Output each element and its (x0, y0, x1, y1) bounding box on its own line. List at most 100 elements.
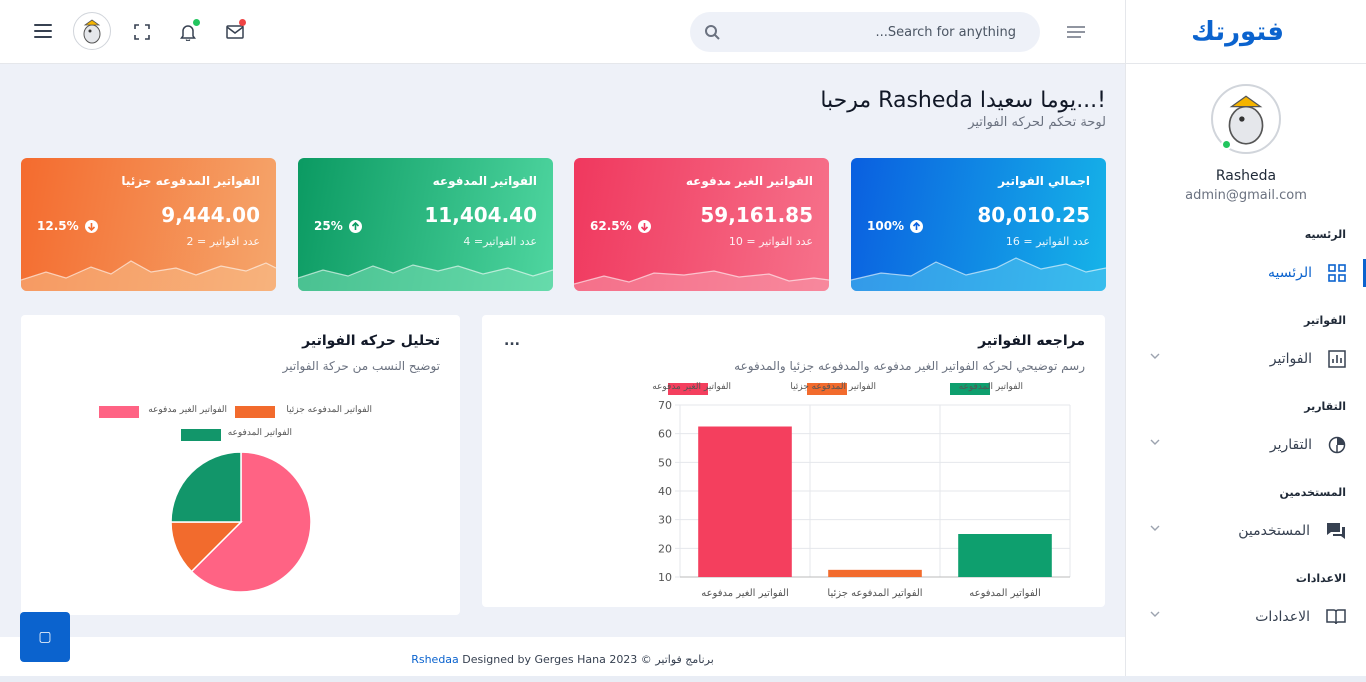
panel-title: تحليل حركه الفواتير (302, 333, 440, 349)
arrow-up-icon (913, 221, 921, 230)
sparkline-wave (851, 257, 1106, 291)
pie-slice[interactable] (190, 451, 312, 593)
stat-card-count: عدد الفواتير= 4 (463, 235, 537, 248)
footer-text: Designed by Gerges Hana 2023 © برنامج فو… (462, 653, 714, 666)
sidebar-section-settings: الاعدادات الاعدادات (1126, 572, 1366, 637)
stat-card-title: الفواتير المدفوعه جزئيا (121, 174, 260, 188)
x-tick-label: الفواتير المدفوعه جزئيا (827, 588, 922, 599)
avatar[interactable] (73, 12, 111, 50)
y-tick-label: 50 (658, 456, 672, 469)
sidebar-item-label: الاعدادات (1255, 609, 1310, 625)
bell-icon[interactable] (180, 23, 196, 41)
bar[interactable] (828, 569, 922, 577)
bar-chart: 10 20 30 40 50 60 70 الفواتير الغير مدفوعه الفوا… (658, 383, 1071, 599)
sidebar-item-reports[interactable]: التقارير (1126, 425, 1366, 465)
search-icon (705, 25, 720, 40)
legend-swatch (99, 406, 139, 418)
pie-chart-icon (1328, 436, 1346, 454)
stat-card-value: 11,404.40 (424, 203, 537, 227)
section-title: الفواتير (1304, 314, 1346, 327)
percent-value: 62.5% (590, 219, 632, 233)
sidebar-item-invoices[interactable]: الفواتير (1126, 339, 1366, 379)
y-tick-label: 20 (658, 542, 672, 555)
panel-title: مراجعه الفواتير (978, 333, 1085, 349)
legend-label: الفواتير المدفوعه (958, 382, 1023, 392)
profile-card: Rasheda admin@gmail.com (1126, 84, 1366, 203)
avatar-image (1228, 95, 1264, 145)
legend-label: الفواتير المدفوعه (227, 428, 292, 438)
bar[interactable] (698, 426, 792, 578)
bottom-strip (0, 676, 1366, 682)
mail-icon[interactable] (226, 25, 244, 39)
legend-label: الفواتير المدفوعه جزئيا (790, 382, 876, 392)
y-tick-label: 40 (658, 485, 672, 498)
stat-card-value: 80,010.25 (977, 203, 1090, 227)
topbar (0, 0, 1125, 64)
legend-swatch (668, 383, 708, 395)
bar-chart-icon (1328, 350, 1346, 368)
invoices-analysis-panel: تحليل حركه الفواتير توضيح النسب من حركة … (21, 315, 460, 615)
stat-card[interactable]: اجمالي الفواتير 80,010.25 عدد الفواتير = 1… (851, 158, 1106, 291)
arrow-down-icon (87, 222, 95, 231)
sparkline-wave (21, 260, 276, 291)
trend-badge (348, 219, 362, 233)
sidebar-item-settings[interactable]: الاعدادات (1126, 597, 1366, 637)
stat-card[interactable]: الفواتير المدفوعه 11,404.40 عدد الفواتير= … (298, 158, 553, 291)
profile-name: Rasheda (1215, 168, 1277, 184)
chevron-down-icon (1150, 353, 1160, 359)
stat-card[interactable]: الفواتير الغير مدفوعه 59,161.85 عدد الفوات… (574, 158, 829, 291)
sparkline-wave (574, 270, 829, 291)
search-box (690, 12, 1040, 52)
legend-item[interactable] (807, 383, 847, 395)
section-title: التقارير (1304, 400, 1346, 413)
welcome-header: مرحبا Rasheda يوما سعيدا...! لوحة تحكم ل… (820, 88, 1106, 130)
arrow-up-icon (351, 221, 359, 230)
sidebar-item-users[interactable]: المستخدمين (1126, 511, 1366, 551)
chevron-down-icon (1150, 439, 1160, 445)
percent-value: 25% (314, 219, 343, 233)
legend-label: الفواتير الغير مدفوعه (652, 382, 731, 392)
panel-subtitle: توضيح النسب من حركة الفواتير (282, 359, 440, 373)
chat-icon (1327, 523, 1345, 539)
chevron-down-icon (1150, 525, 1160, 531)
sidebar-section-home: الرئسيه الرئسيه (1126, 228, 1366, 293)
sidebar-item-home[interactable]: الرئسيه (1126, 253, 1366, 293)
x-tick-label: الفواتير المدفوعه (969, 588, 1040, 599)
more-options-button[interactable]: ... (504, 333, 520, 349)
dashboard-icon (1328, 264, 1346, 282)
profile-avatar[interactable] (1211, 84, 1281, 154)
brand-logo-text[interactable]: فتورتك (1191, 16, 1284, 47)
avatar-image (83, 19, 101, 44)
arrow-down-icon (640, 222, 648, 231)
stat-card-title: اجمالي الفواتير (998, 174, 1090, 188)
y-tick-label: 70 (658, 399, 672, 412)
sidebar-item-label: الرئسيه (1268, 265, 1312, 281)
legend-swatch (950, 383, 990, 395)
fullscreen-icon[interactable] (134, 24, 150, 40)
legend-item[interactable] (950, 383, 990, 395)
pie-slice[interactable] (170, 451, 242, 523)
percent-value: 100% (867, 219, 905, 233)
section-title: المستخدمين (1279, 486, 1346, 499)
stat-card[interactable]: الفواتير المدفوعه جزئيا 9,444.00 عدد افوات… (21, 158, 276, 291)
hamburger-menu-icon[interactable] (34, 24, 52, 38)
search-input[interactable] (730, 12, 1026, 52)
stat-card-count: عدد الفواتير = 16 (1005, 235, 1090, 248)
brand: فتورتك (1126, 0, 1366, 64)
stat-card-value: 9,444.00 (161, 203, 260, 227)
trend-badge (910, 219, 924, 233)
stat-card-value: 59,161.85 (700, 203, 813, 227)
footer-author-link[interactable]: Rshedaa (411, 653, 459, 666)
trend-badge (637, 219, 651, 233)
legend-swatch (181, 429, 221, 441)
sparkline-wave (298, 264, 553, 291)
sidebar-section-users: المستخدمين المستخدمين (1126, 486, 1366, 551)
sidebar-section-reports: التقارير التقارير (1126, 400, 1366, 465)
legend-item[interactable] (668, 383, 708, 395)
sort-lines-icon[interactable] (1066, 26, 1086, 38)
floating-action-button[interactable]: ▢ (20, 612, 70, 662)
page-title: مرحبا Rasheda يوما سعيدا...! (820, 88, 1106, 113)
bar[interactable] (958, 534, 1052, 577)
stat-card-percent: 25% (314, 219, 362, 233)
stat-card-percent: 62.5% (590, 219, 651, 233)
